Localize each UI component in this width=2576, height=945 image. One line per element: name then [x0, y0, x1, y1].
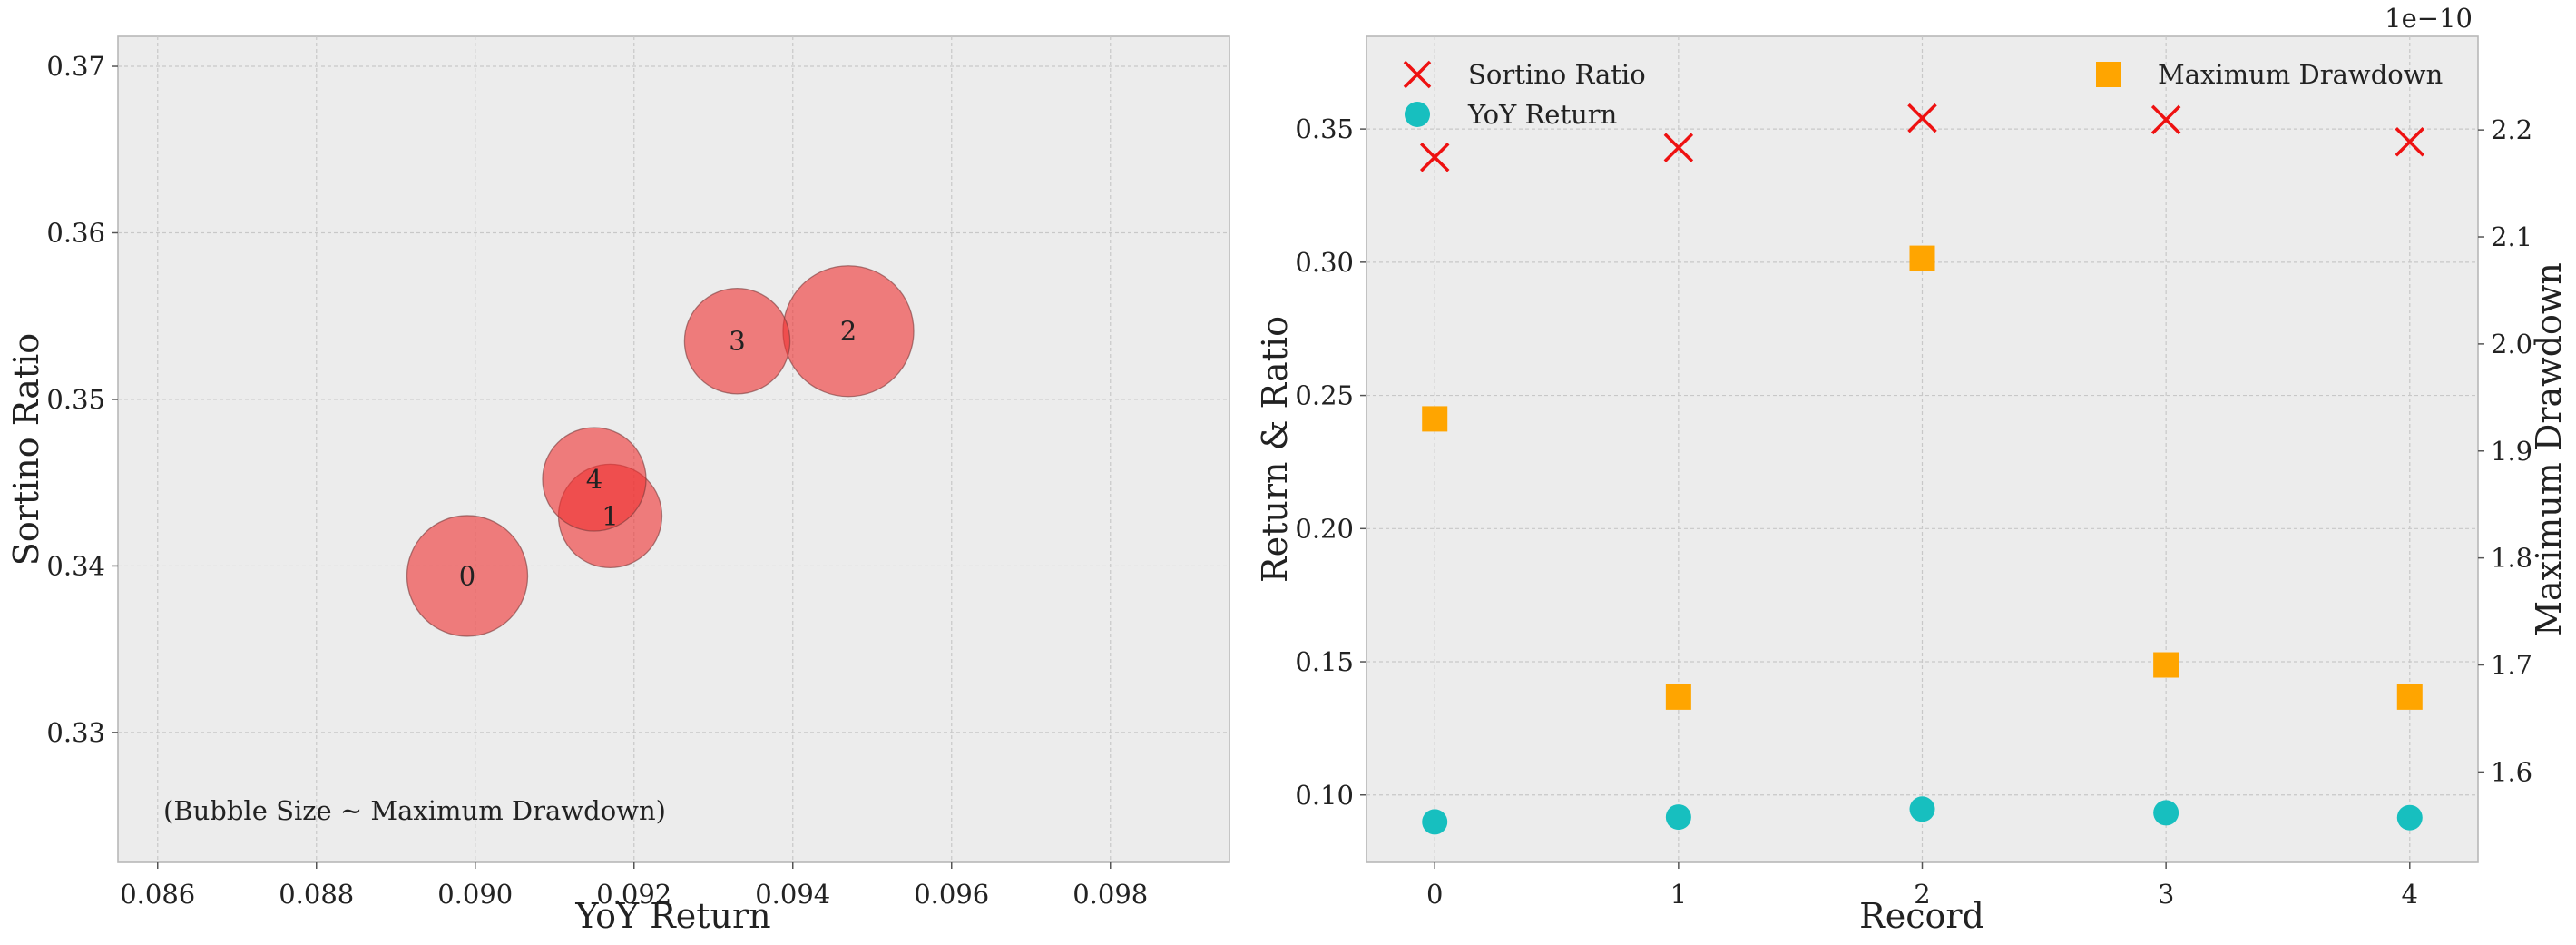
record-y-axis-label: Return & Ratio [1255, 316, 1295, 583]
marker-yoy-return [1665, 804, 1691, 831]
marker-maximum-drawdown [1909, 245, 1935, 271]
record-y-ticks: 0.10 0.15 0.20 0.25 0.30 0.35 [1295, 113, 1366, 811]
legend-label-maximum-drawdown: Maximum Drawdown [2158, 59, 2443, 90]
record-x-axis-label: Record [1859, 896, 1984, 936]
bubble-x-tick-label: 0.092 [596, 879, 671, 910]
bubble-label-1: 1 [602, 500, 618, 531]
record-chart-panel: 0 1 2 3 4 0.10 0.15 0.20 0.25 0.30 0.35 1.6 1.7 1.8… [1255, 3, 2569, 936]
record-x-ticks: 0 1 2 3 4 [1426, 862, 2418, 910]
marker-sortino-ratio [1419, 142, 1450, 172]
marker-sortino-ratio [2395, 126, 2425, 157]
bubble-x-ticks: 0.086 0.088 0.090 0.092 0.094 0.096 0.098 [120, 862, 1148, 910]
bubble-x-tick-label: 0.098 [1073, 879, 1148, 910]
bubble-y-tick-label: 0.34 [46, 550, 105, 581]
bubble-y-ticks: 0.33 0.34 0.35 0.36 0.37 [46, 51, 118, 748]
record-markers [1419, 103, 2425, 835]
bubble-plot-area [117, 35, 1230, 863]
marker-sortino-ratio [2150, 104, 2181, 135]
marker-yoy-return [2396, 804, 2423, 831]
record-y2-axis-label: Maximum Drawdown [2529, 262, 2569, 636]
bubble-y-tick-label: 0.37 [46, 51, 105, 82]
bubble-4 [542, 427, 647, 532]
marker-yoy-return [2153, 800, 2179, 826]
bubble-x-axis-label: YoY Return [574, 896, 770, 936]
legend-label-yoy-return: YoY Return [1467, 99, 1617, 130]
record-y2-ticks: 1.6 1.7 1.8 1.9 2.0 2.1 2.2 [2478, 114, 2532, 787]
record-y-tick-label: 0.35 [1295, 113, 1354, 144]
record-y-tick-label: 0.25 [1295, 380, 1354, 411]
bubble-label-0: 0 [459, 560, 475, 591]
record-y2-tick-label: 2.0 [2491, 329, 2532, 359]
record-y-tick-label: 0.30 [1295, 247, 1354, 278]
bubble-chart-panel: 0 1 2 3 4 0.086 0.088 0.090 0.092 0.094 0.096 0.09… [6, 35, 1230, 936]
bubble-0 [406, 515, 529, 637]
legend-marker-maximum-drawdown [2096, 62, 2121, 87]
bubble-x-tick-label: 0.086 [120, 879, 195, 910]
bubble-x-tick-label: 0.088 [279, 879, 354, 910]
bubble-label-3: 3 [729, 326, 745, 357]
bubble-x-tick-label: 0.094 [755, 879, 830, 910]
marker-maximum-drawdown [1665, 684, 1691, 710]
bubble-label-4: 4 [586, 464, 602, 495]
record-y2-tick-label: 1.8 [2491, 543, 2532, 574]
bubbles: 0 1 2 3 4 [406, 265, 915, 637]
bubble-y-tick-label: 0.35 [46, 384, 105, 415]
record-x-tick-label: 4 [2402, 879, 2418, 910]
record-y2-tick-label: 2.2 [2491, 114, 2532, 145]
bubble-y-axis-label: Sortino Ratio [6, 333, 46, 566]
legend-left: Sortino Ratio YoY Return [1403, 59, 1646, 130]
record-y2-tick-label: 1.9 [2491, 436, 2532, 467]
record-y-tick-label: 0.15 [1295, 646, 1354, 677]
record-x-tick-label: 3 [2158, 879, 2174, 910]
marker-yoy-return [1422, 809, 1448, 835]
y2-offset-text: 1e−10 [2385, 3, 2473, 34]
bubble-x-tick-label: 0.096 [914, 879, 989, 910]
record-y-tick-label: 0.20 [1295, 513, 1354, 544]
record-y2-tick-label: 1.7 [2491, 650, 2532, 681]
legend-right: Maximum Drawdown [2096, 59, 2443, 90]
record-x-tick-label: 2 [1914, 879, 1930, 910]
bubble-3 [683, 287, 791, 395]
bubble-x-tick-label: 0.090 [437, 879, 513, 910]
bubble-label-2: 2 [840, 316, 857, 347]
marker-yoy-return [1909, 796, 1935, 822]
record-x-tick-label: 1 [1670, 879, 1687, 910]
marker-maximum-drawdown [2396, 684, 2423, 710]
record-y2-tick-label: 1.6 [2491, 756, 2532, 787]
marker-sortino-ratio [1907, 103, 1937, 133]
bubble-y-tick-label: 0.33 [46, 717, 105, 748]
record-y2-tick-label: 2.1 [2491, 221, 2532, 252]
marker-maximum-drawdown [1422, 406, 1448, 432]
legend-label-sortino-ratio: Sortino Ratio [1468, 59, 1646, 90]
record-x-tick-label: 0 [1426, 879, 1443, 910]
marker-sortino-ratio [1663, 133, 1694, 162]
marker-maximum-drawdown [2153, 652, 2179, 678]
legend-marker-yoy-return [1405, 102, 1430, 127]
bubble-y-tick-label: 0.36 [46, 217, 105, 248]
bubble-size-annotation: (Bubble Size ~ Maximum Drawdown) [163, 795, 666, 826]
record-y-tick-label: 0.10 [1295, 780, 1354, 811]
legend-marker-sortino-ratio [1403, 60, 1432, 89]
record-gridlines [1366, 36, 2478, 862]
